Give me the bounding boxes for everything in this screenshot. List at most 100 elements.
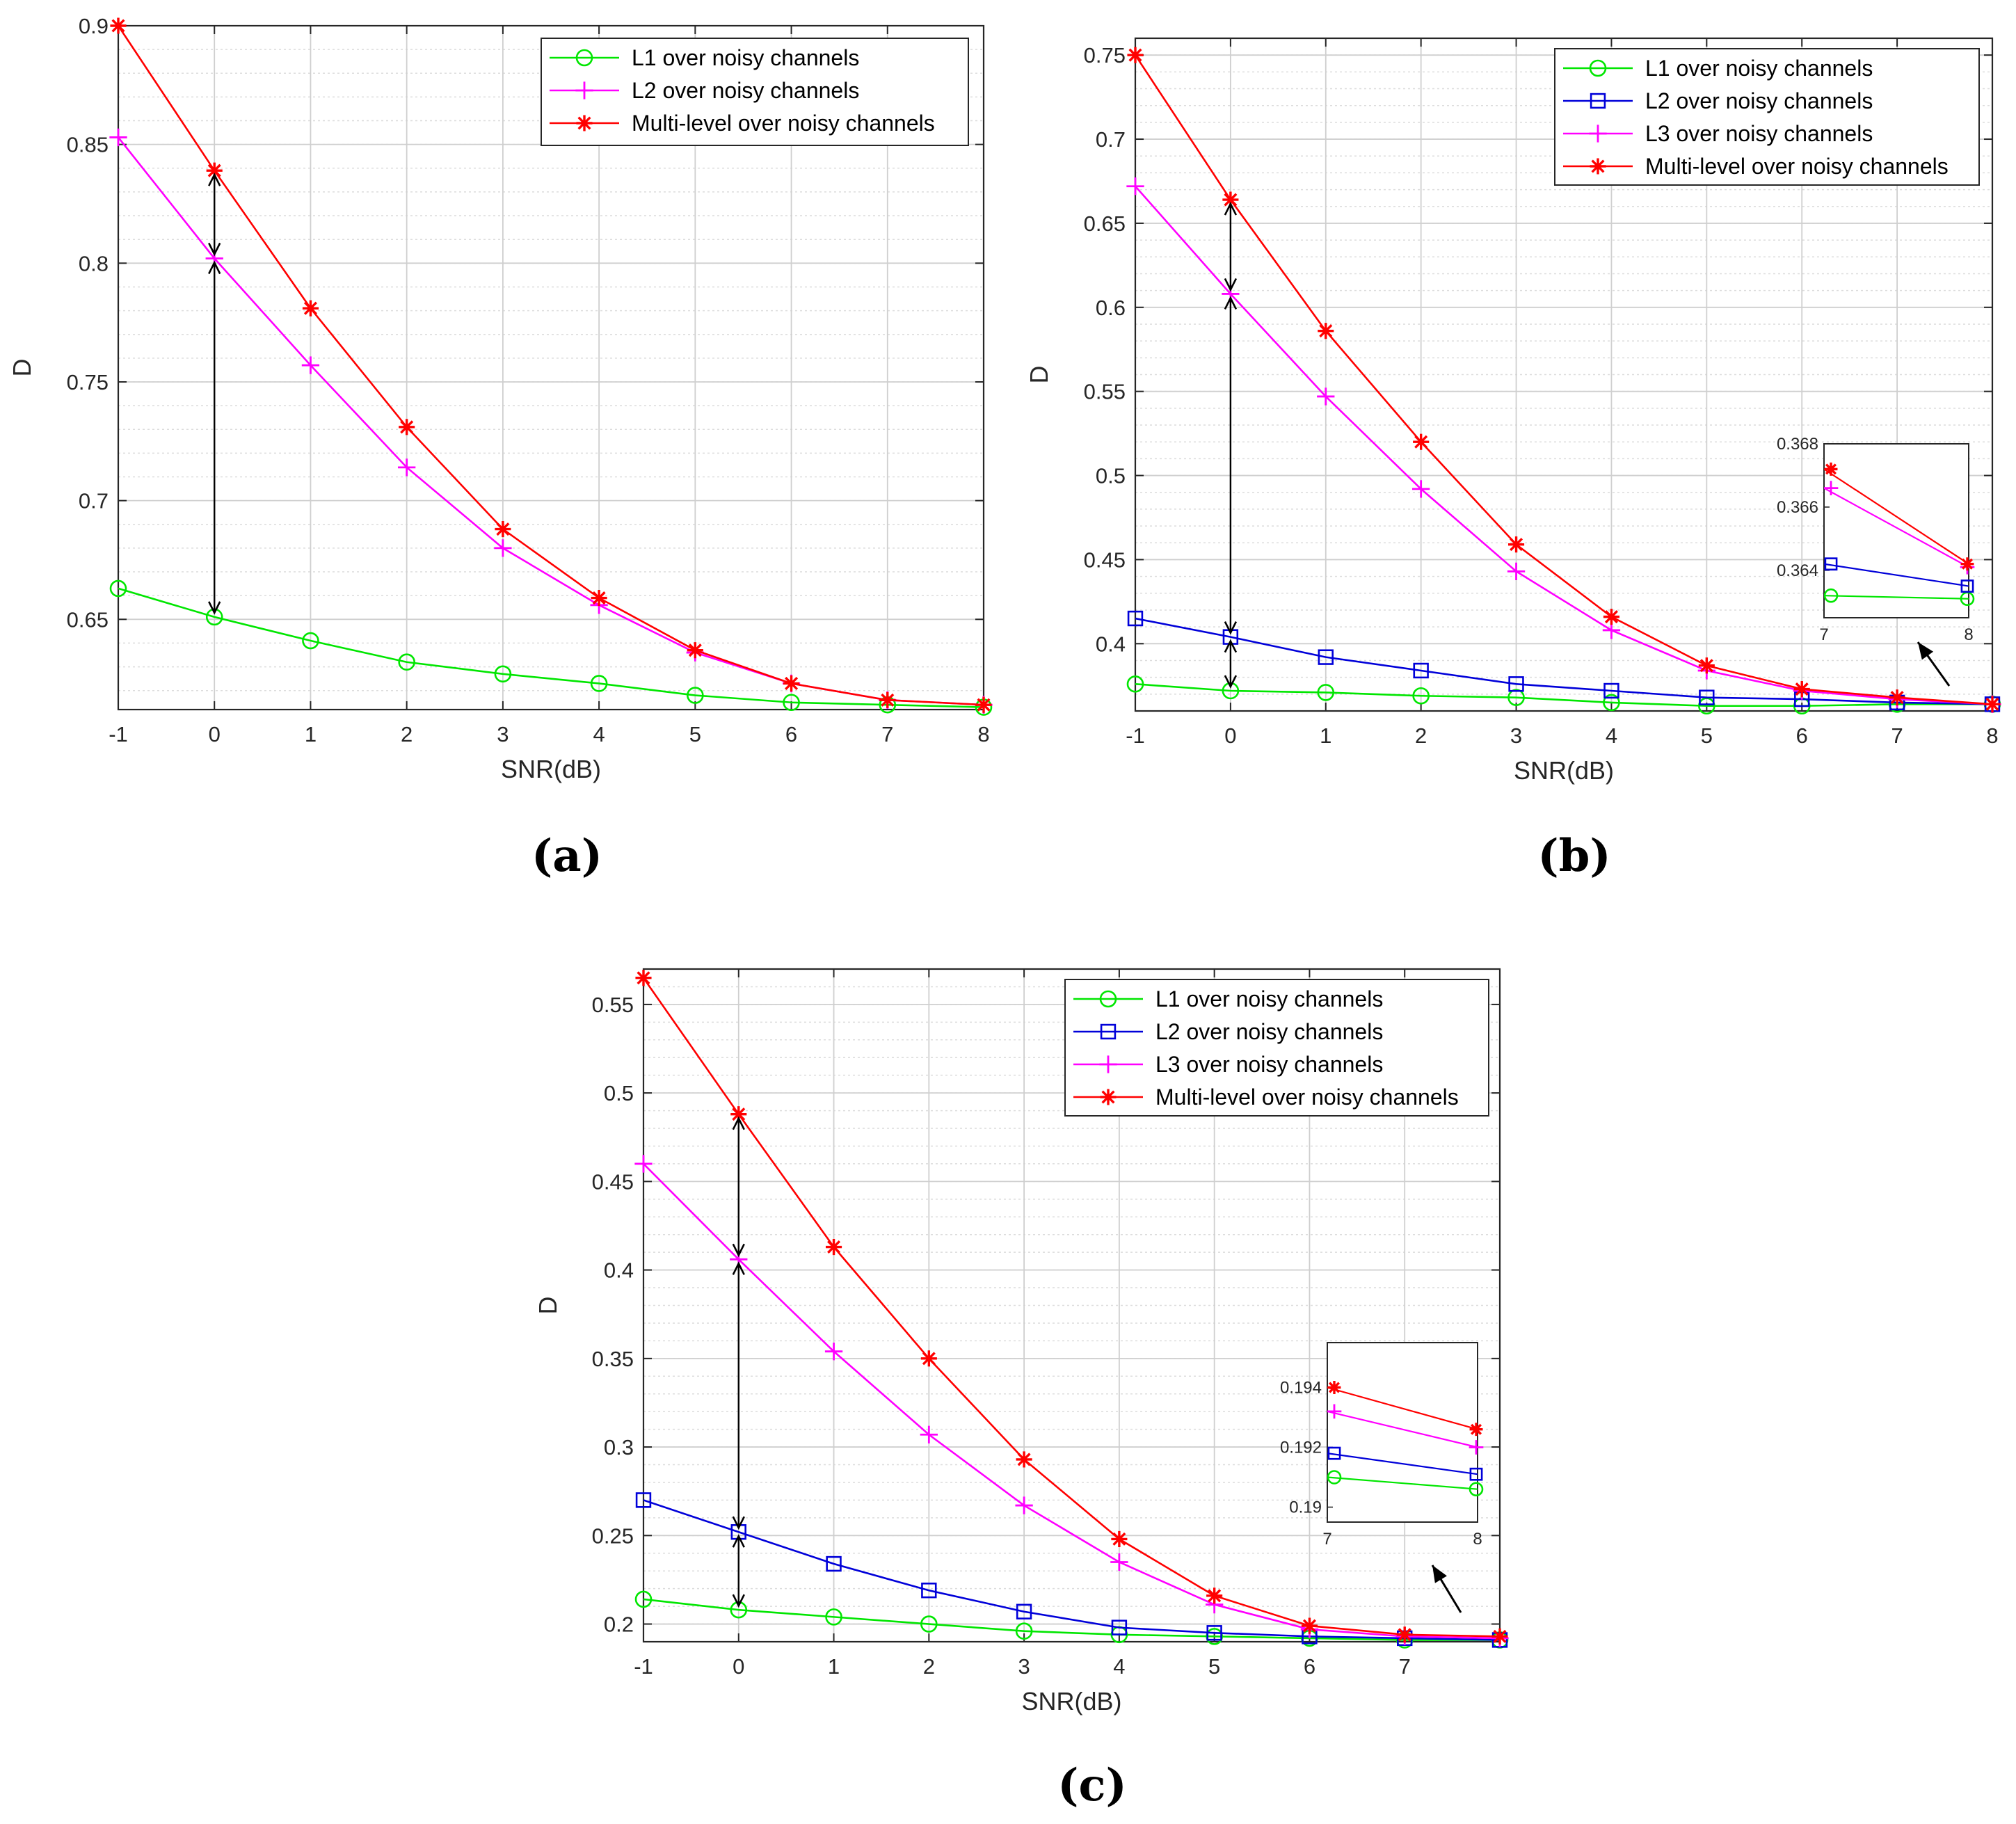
inset-point-L2 (1469, 1467, 1483, 1481)
y-tick-label: 0.8 (79, 251, 109, 275)
data-point-ML (1508, 536, 1525, 553)
x-tick-label: 0 (209, 722, 221, 746)
x-tick-label: 6 (1796, 723, 1808, 748)
data-point-L1 (825, 1608, 842, 1626)
inset-point-L3 (1824, 481, 1839, 495)
data-point-ML (591, 590, 607, 607)
y-tick-label: 0.55 (592, 993, 634, 1017)
series-line-ML (117, 25, 984, 706)
arrow-head-down (1224, 675, 1238, 689)
inset-line-L2 (1824, 563, 1969, 587)
series-line-L2 (1135, 617, 1993, 705)
series-group (109, 17, 993, 716)
inset-point-L3 (1327, 1404, 1342, 1419)
data-point-ML (1889, 689, 1905, 706)
data-point-ML (1413, 433, 1430, 450)
data-point-ML (1222, 191, 1239, 208)
x-tick-label: 0 (1224, 723, 1236, 748)
inset-x-tick-label: 7 (1819, 625, 1828, 644)
inset-point-ML (1469, 1423, 1483, 1437)
inset-y-tick-label: 0.364 (1777, 561, 1818, 580)
data-point-ML (1698, 657, 1715, 674)
data-point-L3 (1126, 177, 1144, 195)
data-point-ML (302, 300, 319, 317)
data-point-ML (1603, 609, 1619, 625)
data-point-L2 (1699, 689, 1715, 705)
arrow-head-down (208, 601, 221, 615)
data-point-ML (1127, 47, 1144, 63)
legend-box (1554, 48, 1980, 186)
data-point-L2 (826, 1555, 842, 1572)
y-tick-label: 0.45 (1084, 547, 1126, 572)
data-point-ML (1206, 1587, 1223, 1604)
inset-point-ML (1327, 1381, 1341, 1394)
inset-point-ML (1960, 557, 1974, 571)
inset-point-L1 (1824, 588, 1839, 603)
chart-panel-1: -1 0 1 2 3 4 5 6 7 8 0.65 0.7 0.75 0.8 0.85 0.9 SNR(dB) D… (8, 14, 993, 882)
data-point-L2 (1127, 610, 1144, 627)
data-point-L3 (920, 1425, 938, 1443)
data-point-L3 (1317, 387, 1335, 406)
arrow-head-up (732, 1534, 745, 1548)
legend-label-ML: Multi-level over noisy channels (1155, 1085, 1459, 1110)
x-tick-label: 7 (1399, 1654, 1411, 1679)
data-point-ML (920, 1350, 937, 1367)
arrow-head-down (208, 242, 221, 257)
legend-label-L2: L2 over noisy channels (1645, 88, 1873, 113)
y-tick-label: 0.85 (67, 133, 109, 157)
legend-label-L1: L1 over noisy channels (632, 45, 859, 70)
arrow-head-down (1224, 278, 1238, 292)
inset-line-L1 (1327, 1476, 1478, 1490)
x-tick-label: 4 (1606, 723, 1617, 748)
legend-marker-L3 (1099, 1055, 1117, 1073)
data-point-L3 (494, 539, 512, 557)
inset-box (1327, 1342, 1478, 1523)
x-tick-label: 0 (733, 1654, 744, 1679)
arrow-head-up (1224, 202, 1238, 216)
legend: L1 over noisy channels L2 over noisy chan… (541, 38, 969, 146)
y-tick-label: 0.4 (604, 1258, 634, 1283)
x-tick-label: 8 (977, 722, 989, 746)
data-point-L1 (302, 632, 319, 650)
data-point-L3 (1412, 480, 1430, 498)
y-tick-label: 0.2 (604, 1613, 634, 1637)
arrow-head-down (732, 1243, 745, 1258)
data-point-L2 (1508, 676, 1524, 692)
data-point-L2 (1111, 1619, 1128, 1635)
data-point-L1 (1015, 1622, 1033, 1640)
y-tick-label: 0.75 (1084, 43, 1126, 67)
x-tick-label: -1 (1126, 723, 1145, 748)
inset-series (1824, 462, 1975, 607)
data-point-ML (1016, 1451, 1032, 1468)
legend-label-L3: L3 over noisy channels (1155, 1052, 1383, 1077)
data-point-L1 (1412, 687, 1430, 705)
data-point-L2 (1603, 682, 1619, 699)
legend-marker-ML (1100, 1089, 1117, 1105)
annotations (732, 1116, 745, 1608)
x-tick-label: -1 (634, 1654, 653, 1679)
inset-y-tick-label: 0.19 (1289, 1498, 1322, 1517)
legend-label-L3: L3 over noisy channels (1645, 121, 1873, 146)
inset-pointer-head (1432, 1565, 1447, 1583)
chart-panel-2: -1 0 1 2 3 4 5 6 7 8 0.4 0.45 0.5 0.55 0.6 0.65 0.7 0.75 S… (1025, 37, 2001, 882)
x-tick-label: 3 (497, 722, 509, 746)
inset-y-tick-label: 0.194 (1280, 1379, 1322, 1398)
series-line-ML (1134, 54, 1993, 705)
data-point-ML (1793, 681, 1810, 698)
inset-box (1823, 443, 1969, 618)
x-tick-label: 2 (401, 722, 413, 746)
panel-label: (c) (1057, 1759, 1127, 1811)
x-tick-label: 1 (828, 1654, 840, 1679)
y-tick-label: 0.4 (1096, 632, 1126, 656)
data-point-L1 (1317, 684, 1335, 701)
data-point-L1 (1126, 675, 1144, 693)
legend: L1 over noisy channels L2 over noisy chan… (1064, 979, 1489, 1117)
data-point-L3 (1507, 562, 1526, 580)
legend-marker-ML (576, 115, 593, 131)
series-group (1126, 47, 2001, 715)
annotations (208, 173, 221, 615)
series-line-L3 (643, 1163, 1501, 1640)
legend: L1 over noisy channels L2 over noisy chan… (1554, 48, 1980, 186)
arrow-head-up (1224, 296, 1238, 310)
y-tick-label: 0.7 (79, 489, 109, 513)
